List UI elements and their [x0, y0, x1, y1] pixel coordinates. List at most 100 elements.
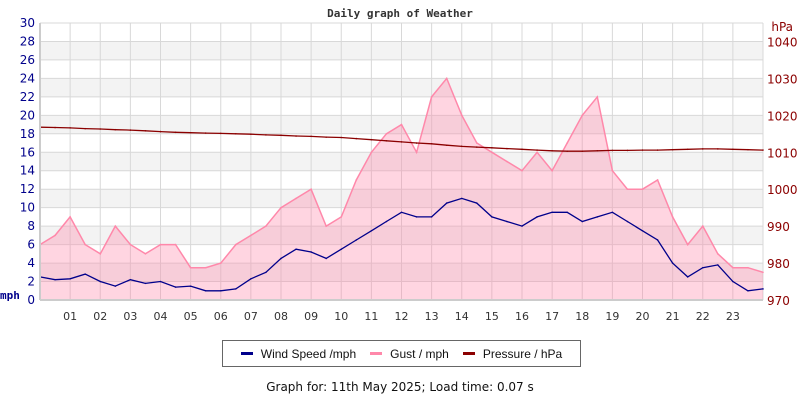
- x-tick-label: 01: [63, 310, 77, 323]
- gust-point: [129, 243, 132, 246]
- legend-wind: Wind Speed /mph: [240, 347, 356, 361]
- pressure-point: [551, 149, 553, 152]
- pressure-point: [114, 128, 117, 131]
- left-tick-label: 28: [20, 34, 35, 48]
- left-tick-label: 18: [20, 127, 35, 141]
- right-tick-label: 980: [767, 257, 790, 271]
- pressure-point: [445, 144, 448, 147]
- pressure-point: [656, 149, 659, 151]
- weather-chart: Daily graph of Weather 02468101214161820…: [0, 7, 798, 323]
- left-tick-label: 22: [20, 90, 35, 104]
- gust-point: [536, 151, 538, 154]
- x-tick-label: 06: [214, 310, 228, 323]
- gust-point: [641, 188, 644, 190]
- gust-point: [235, 243, 237, 246]
- gust-point: [717, 253, 719, 255]
- gust-point: [114, 225, 117, 227]
- gust-point: [506, 160, 508, 163]
- pressure-point: [581, 150, 584, 152]
- x-tick-label: 23: [726, 310, 740, 323]
- pressure-point: [99, 128, 102, 130]
- pressure-point: [611, 149, 614, 152]
- x-tick-label: 04: [154, 310, 168, 323]
- right-tick-label: 1010: [767, 146, 798, 160]
- left-tick-label: 20: [20, 108, 35, 122]
- x-tick-label: 14: [455, 310, 469, 323]
- pressure-point: [54, 126, 56, 129]
- gust-point: [701, 225, 704, 227]
- gust-point: [189, 266, 192, 269]
- legend-gust-label: Gust / mph: [390, 346, 449, 361]
- legend-pressure-label: Pressure / hPa: [482, 346, 563, 361]
- gust-point: [626, 188, 629, 190]
- pressure-point: [701, 148, 704, 150]
- x-tick-label: 21: [666, 310, 680, 323]
- pressure-point: [370, 138, 373, 141]
- gust-point: [491, 151, 493, 154]
- pressure-point: [280, 134, 282, 137]
- pressure-swatch: [462, 352, 475, 355]
- gust-point: [84, 243, 86, 246]
- gust-area: [40, 78, 763, 301]
- x-tick-label: 12: [395, 310, 409, 323]
- x-tick-label: 11: [364, 310, 378, 323]
- pressure-point: [596, 149, 599, 152]
- x-tick-label: 02: [93, 310, 107, 323]
- pressure-point: [762, 149, 764, 151]
- pressure-point: [340, 136, 343, 139]
- pressure-point: [69, 127, 71, 129]
- pressure-point: [717, 148, 719, 150]
- gust-point: [99, 253, 102, 255]
- gust-point: [445, 77, 448, 80]
- gust-point: [174, 243, 177, 246]
- right-tick-label: 1000: [767, 183, 798, 197]
- pressure-point: [355, 137, 358, 140]
- gust-point: [566, 142, 568, 144]
- legend-gust: Gust / mph: [370, 347, 449, 361]
- gust-point: [430, 96, 433, 98]
- pressure-point: [295, 135, 297, 137]
- gust-swatch: [370, 352, 383, 355]
- pressure-point: [174, 131, 177, 134]
- right-tick-label: 1040: [767, 35, 798, 49]
- gust-point: [54, 234, 56, 237]
- gust-point: [144, 253, 147, 255]
- x-tick-label: 22: [696, 310, 710, 323]
- x-tick-label: 09: [304, 310, 318, 323]
- gust-point: [747, 266, 749, 269]
- x-tick-label: 07: [244, 310, 258, 323]
- gust-point: [385, 133, 388, 135]
- x-tick-label: 10: [334, 310, 348, 323]
- gust-point: [310, 188, 312, 190]
- pressure-point: [144, 130, 147, 132]
- pressure-point: [536, 149, 538, 151]
- gust-point: [476, 142, 478, 144]
- gust-point: [460, 114, 463, 117]
- pressure-point: [671, 148, 674, 151]
- pressure-point: [460, 145, 463, 148]
- x-tick-label: 13: [425, 310, 439, 323]
- left-tick-label: 26: [20, 53, 35, 67]
- pressure-point: [506, 147, 508, 150]
- gust-point: [340, 216, 343, 218]
- gust-point: [159, 243, 162, 246]
- gust-point: [204, 266, 207, 269]
- pressure-point: [265, 134, 267, 136]
- pressure-point: [204, 132, 207, 134]
- left-tick-label: 24: [20, 71, 35, 85]
- x-tick-label: 20: [636, 310, 650, 323]
- x-tick-label: 16: [515, 310, 529, 323]
- pressure-point: [310, 135, 312, 138]
- x-tick-label: 17: [545, 310, 559, 323]
- pressure-point: [129, 129, 132, 131]
- pressure-point: [219, 132, 222, 135]
- legend: Wind Speed /mph Gust / mph Pressure / hP…: [222, 340, 581, 367]
- gust-point: [295, 197, 297, 200]
- wind-swatch: [240, 352, 253, 355]
- left-tick-label: 30: [20, 16, 35, 30]
- left-tick-label: 2: [27, 275, 35, 289]
- left-tick-label: 0: [27, 293, 35, 307]
- gust-point: [370, 151, 373, 154]
- gust-point: [732, 266, 734, 269]
- gust-point: [656, 179, 659, 181]
